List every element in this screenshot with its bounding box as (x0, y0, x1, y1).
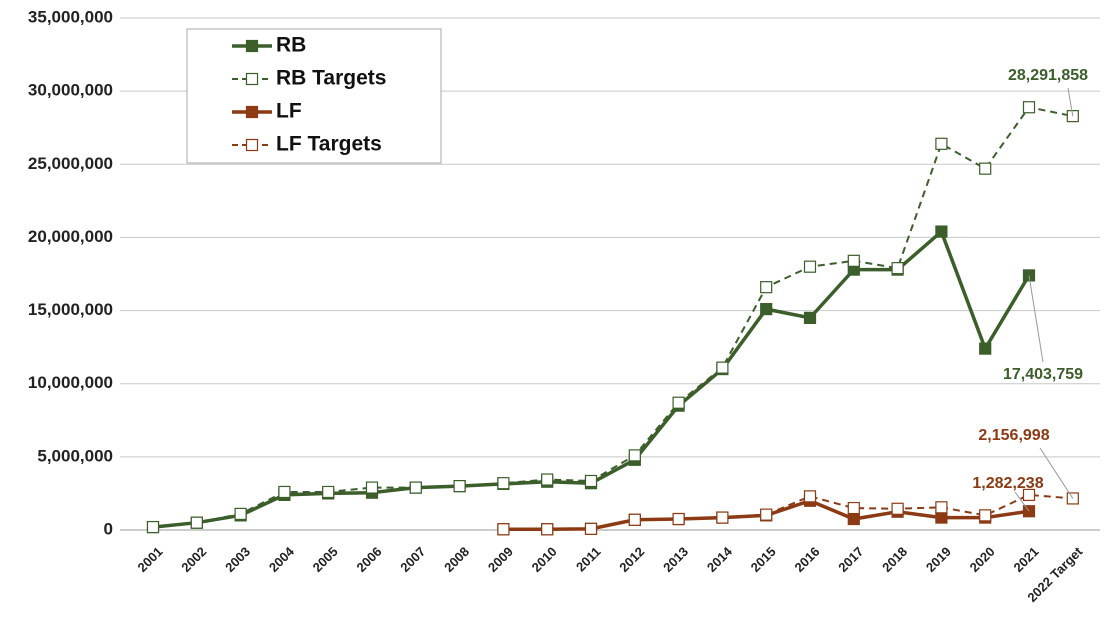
y-tick-label: 0 (104, 519, 113, 538)
y-tick-label: 10,000,000 (28, 373, 113, 392)
x-tick-label: 2015 (748, 544, 779, 575)
x-tick-label: 2014 (704, 543, 736, 575)
x-tick-label: 2016 (791, 544, 822, 575)
marker (979, 342, 992, 355)
legend-box (186, 28, 442, 164)
marker (891, 262, 904, 275)
marker (672, 396, 685, 409)
leader-line (1067, 87, 1074, 117)
y-tick-label: 15,000,000 (28, 300, 113, 319)
x-tick-label: 2002 (178, 544, 209, 575)
marker (935, 137, 948, 150)
marker (760, 281, 773, 294)
series-line (152, 106, 1073, 529)
marker (541, 473, 554, 486)
x-tick-label: 2008 (441, 544, 472, 575)
legend: RB RB Targets LF LF Targets (186, 28, 442, 164)
marker (146, 520, 160, 534)
legend-marker (245, 105, 259, 119)
x-tick-label: 2001 (134, 544, 165, 575)
x-tick-label: 2005 (310, 544, 341, 575)
marker (803, 311, 817, 324)
x-tick-label: 2006 (353, 544, 384, 575)
marker (628, 449, 641, 462)
marker (1022, 101, 1036, 114)
marker (497, 523, 510, 536)
marker (365, 481, 379, 494)
legend-label: RB Targets (276, 67, 386, 90)
leader-line (1028, 275, 1044, 363)
marker (803, 260, 817, 273)
marker (935, 511, 948, 524)
marker (190, 516, 203, 529)
data-label: 17,403,759 (1003, 366, 1083, 383)
marker (1022, 488, 1036, 501)
marker (584, 522, 598, 535)
legend-marker (245, 39, 259, 53)
data-label: 2,156,998 (978, 427, 1049, 444)
x-tick-label: 2017 (835, 544, 866, 575)
data-label: 1,282,238 (972, 475, 1043, 492)
marker (716, 511, 729, 524)
marker (847, 501, 860, 515)
y-tick-label: 20,000,000 (28, 227, 113, 246)
marker (847, 254, 860, 267)
legend-label: LF (276, 100, 302, 123)
marker (672, 512, 685, 526)
marker (760, 303, 773, 316)
x-tick-label: 2007 (397, 544, 428, 575)
leader-line (1014, 491, 1030, 512)
x-tick-label: 2012 (616, 544, 647, 575)
legend-label: LF Targets (276, 133, 382, 156)
y-tick-label: 30,000,000 (28, 81, 113, 100)
series-line (503, 493, 1073, 531)
legend-marker (245, 72, 259, 86)
marker (935, 225, 948, 238)
marker (541, 523, 554, 536)
marker (628, 513, 641, 526)
marker (847, 512, 860, 526)
marker (278, 485, 291, 499)
legend-marker (245, 138, 259, 152)
x-tick-label: 2009 (485, 544, 516, 575)
y-tick-label: 5,000,000 (37, 446, 113, 465)
marker (409, 481, 422, 494)
marker (453, 480, 466, 493)
marker (584, 474, 598, 488)
marker (497, 477, 510, 490)
x-tick-label: 2013 (660, 544, 691, 575)
x-tick-label: 2010 (529, 544, 560, 575)
marker (322, 485, 335, 499)
marker (803, 490, 817, 503)
x-tick-label: 2003 (222, 544, 253, 575)
y-tick-label: 35,000,000 (28, 7, 113, 26)
marker (891, 502, 904, 515)
marker (935, 501, 948, 514)
data-label: 28,291,858 (1008, 67, 1088, 84)
x-tick-label: 2011 (573, 544, 604, 575)
leader-line (1039, 447, 1074, 499)
marker (979, 509, 992, 522)
marker (234, 507, 247, 521)
marker (760, 508, 773, 521)
marker (716, 361, 729, 374)
x-tick-label: 2019 (923, 544, 954, 575)
x-tick-label: 2004 (266, 543, 298, 575)
marker (979, 162, 992, 175)
x-tick-label: 2021 (1010, 544, 1041, 575)
legend-label: RB (276, 34, 306, 57)
x-tick-label: 2018 (879, 544, 910, 575)
y-tick-label: 25,000,000 (28, 154, 113, 173)
x-tick-label: 2020 (967, 544, 998, 575)
